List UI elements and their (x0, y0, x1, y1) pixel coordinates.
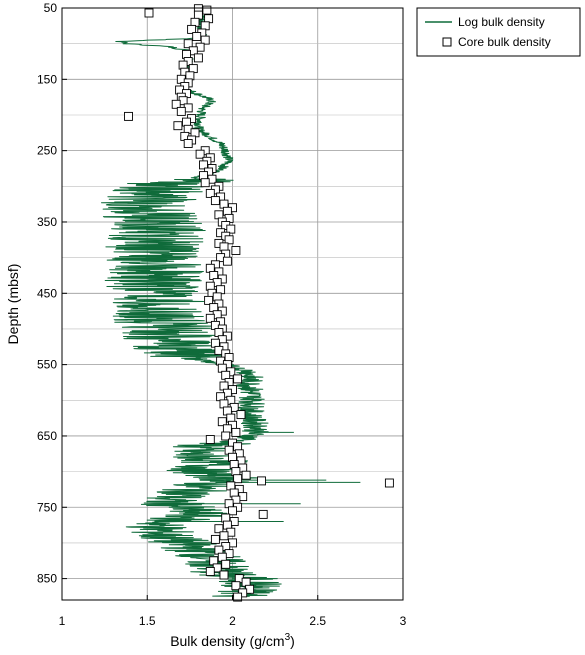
y-tick-label: 50 (44, 1, 58, 15)
x-axis-title-superscript: 3 (285, 632, 291, 643)
core-density-point (231, 581, 241, 591)
core-density-point (224, 235, 234, 245)
core-density-point (221, 559, 231, 569)
core-density-point (200, 35, 210, 45)
core-density-point (231, 246, 241, 255)
core-density-point (236, 410, 246, 420)
core-density-point (205, 567, 215, 576)
core-density-point (171, 99, 181, 109)
core-density-point (233, 374, 243, 384)
y-tick-label: 150 (37, 72, 57, 86)
core-density-point (173, 121, 183, 131)
core-density-point (192, 32, 202, 41)
core-density-point (384, 478, 394, 488)
core-density-point (200, 178, 210, 188)
core-density-point (214, 524, 224, 534)
core-density-point (183, 39, 193, 49)
x-axis-title-suffix: ) (290, 633, 295, 649)
core-density-point (205, 313, 215, 323)
y-tick-label: 750 (37, 500, 57, 514)
core-density-point (183, 139, 193, 148)
core-density-point (219, 531, 229, 541)
y-tick-label: 350 (37, 215, 57, 229)
x-tick-label: 1.5 (139, 614, 156, 628)
core-density-point (228, 506, 237, 516)
log-density-trace (101, 7, 282, 597)
legend-label-log: Log bulk density (458, 15, 545, 29)
core-density-point (124, 111, 133, 121)
core-density-point (258, 509, 268, 519)
core-density-point (221, 431, 231, 441)
core-density-point (193, 53, 203, 63)
x-tick-label: 1 (59, 614, 66, 628)
x-axis-ticks: 1 1.5 2 2.5 3 (59, 595, 407, 628)
y-tick-label: 450 (37, 286, 57, 300)
core-density-point (205, 435, 215, 444)
legend-box (416, 7, 581, 57)
core-density-point (144, 8, 154, 18)
core-density-point (205, 188, 215, 198)
core-density-point (199, 160, 208, 170)
x-axis-title-main: Bulk density (g/cm (170, 633, 284, 649)
y-tick-label: 550 (37, 358, 57, 372)
core-density-point (219, 570, 229, 580)
y-axis-ticks: 50 150 250 350 450 550 650 750 850 (37, 1, 67, 586)
legend-swatch-core (442, 37, 452, 47)
x-tick-label: 2 (229, 614, 236, 628)
core-density-point (204, 295, 214, 305)
y-tick-label: 250 (37, 144, 57, 158)
core-density-point (226, 224, 236, 234)
y-axis-title: Depth (mbsf) (5, 264, 21, 345)
core-density-point (233, 592, 243, 602)
core-density-point (176, 106, 186, 116)
y-tick-label: 850 (37, 572, 57, 586)
core-density-point (257, 476, 266, 486)
core-density-point (217, 417, 227, 427)
core-bulk-density-series (124, 4, 394, 602)
core-density-point (187, 24, 197, 34)
core-density-point (233, 474, 243, 484)
legend-label-core: Core bulk density (458, 35, 551, 49)
x-tick-label: 3 (400, 614, 407, 628)
core-density-point (202, 5, 212, 15)
core-density-point (222, 256, 232, 266)
core-density-point (210, 534, 220, 544)
core-density-point (241, 470, 251, 480)
x-axis-title: Bulk density (g/cm3) (170, 632, 295, 649)
legend: Log bulk density Core bulk density (416, 7, 581, 57)
core-density-point (231, 427, 241, 437)
core-density-point (195, 149, 205, 159)
y-tick-label: 650 (37, 429, 57, 443)
core-density-point (210, 196, 220, 206)
x-tick-label: 2.5 (309, 614, 326, 628)
